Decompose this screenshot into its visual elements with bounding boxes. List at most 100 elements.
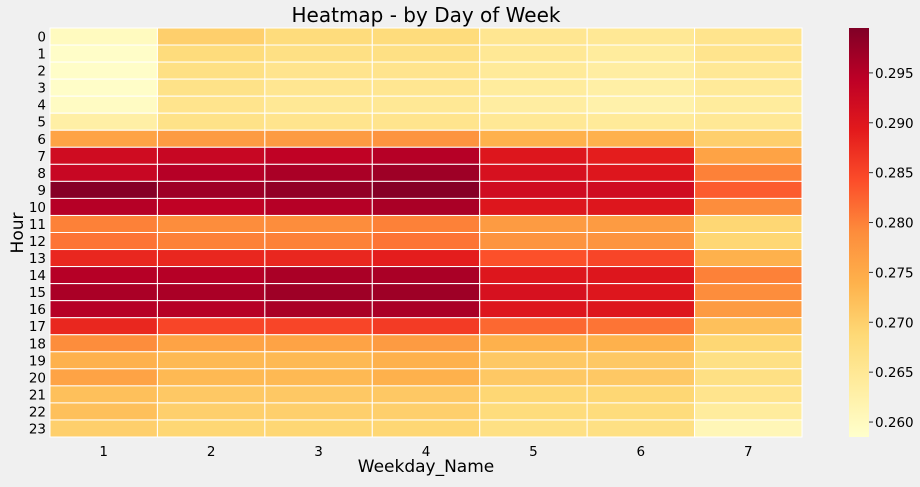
y-tick-label: 8 bbox=[37, 166, 46, 182]
heatmap-cell bbox=[479, 402, 588, 421]
y-tick-label: 4 bbox=[37, 98, 46, 114]
heatmap-cell bbox=[479, 266, 588, 285]
heatmap-cell bbox=[264, 61, 373, 80]
heatmap-cell bbox=[479, 78, 588, 97]
heatmap-cell bbox=[264, 334, 373, 353]
y-tick-label: 16 bbox=[29, 302, 46, 318]
y-tick-label: 11 bbox=[29, 217, 46, 233]
heatmap-cell bbox=[156, 214, 266, 233]
x-tick-label: 7 bbox=[744, 444, 753, 460]
heatmap-cell bbox=[479, 419, 588, 438]
heatmap-cell bbox=[479, 61, 588, 80]
heatmap-cell bbox=[694, 351, 803, 370]
x-tick-label: 6 bbox=[637, 444, 646, 460]
heatmap-cell bbox=[49, 334, 158, 353]
heatmap-cell bbox=[586, 112, 696, 131]
heatmap-cell bbox=[586, 197, 696, 216]
heatmap-cell bbox=[264, 44, 373, 63]
heatmap-cell bbox=[694, 385, 803, 404]
y-tick-label: 22 bbox=[29, 404, 46, 420]
heatmap-cell bbox=[371, 368, 481, 387]
heatmap-cell bbox=[479, 334, 588, 353]
heatmap-cell bbox=[694, 283, 803, 302]
heatmap-cell bbox=[49, 78, 158, 97]
heatmap-cell bbox=[371, 180, 481, 199]
heatmap-cell bbox=[694, 317, 803, 336]
heatmap-cell bbox=[694, 232, 803, 251]
heatmap-cell bbox=[264, 266, 373, 285]
heatmap-cell bbox=[479, 214, 588, 233]
heatmap-cell bbox=[49, 283, 158, 302]
heatmap-cell bbox=[479, 197, 588, 216]
heatmap-cell bbox=[586, 95, 696, 114]
heatmap-cells bbox=[49, 27, 803, 438]
x-tick-label: 1 bbox=[99, 444, 108, 460]
heatmap-cell bbox=[586, 351, 696, 370]
colorbar-tick-label: 0.260 bbox=[875, 415, 914, 431]
heatmap-cell bbox=[479, 27, 588, 46]
heatmap-cell bbox=[479, 163, 588, 182]
heatmap-cell bbox=[479, 146, 588, 165]
heatmap-cell bbox=[49, 249, 158, 268]
heatmap-cell bbox=[371, 266, 481, 285]
heatmap-cell bbox=[264, 78, 373, 97]
heatmap-cell bbox=[694, 129, 803, 148]
heatmap-cell bbox=[479, 351, 588, 370]
heatmap-cell bbox=[371, 334, 481, 353]
colorbar bbox=[849, 28, 869, 437]
y-tick-label: 15 bbox=[29, 285, 46, 301]
heatmap-cell bbox=[586, 283, 696, 302]
heatmap-cell bbox=[371, 95, 481, 114]
heatmap-cell bbox=[49, 44, 158, 63]
colorbar-tick-label: 0.290 bbox=[875, 116, 914, 132]
heatmap-cell bbox=[264, 180, 373, 199]
heatmap-cell bbox=[694, 197, 803, 216]
heatmap-cell bbox=[479, 180, 588, 199]
heatmap-cell bbox=[156, 402, 266, 421]
heatmap-cell bbox=[156, 351, 266, 370]
heatmap-cell bbox=[479, 249, 588, 268]
y-tick-label: 1 bbox=[37, 47, 46, 63]
heatmap-cell bbox=[49, 266, 158, 285]
heatmap-cell bbox=[586, 266, 696, 285]
heatmap-cell bbox=[264, 163, 373, 182]
x-tick-label: 5 bbox=[529, 444, 538, 460]
heatmap-cell bbox=[586, 180, 696, 199]
heatmap-cell bbox=[694, 249, 803, 268]
heatmap-cell bbox=[479, 368, 588, 387]
chart-title: Heatmap - by Day of Week bbox=[292, 3, 561, 27]
y-tick-label: 23 bbox=[29, 421, 46, 437]
heatmap-cell bbox=[586, 300, 696, 319]
heatmap-cell bbox=[156, 95, 266, 114]
heatmap-cell bbox=[371, 197, 481, 216]
y-tick-label: 17 bbox=[29, 319, 46, 335]
heatmap-cell bbox=[694, 78, 803, 97]
heatmap-cell bbox=[264, 232, 373, 251]
heatmap-cell bbox=[156, 44, 266, 63]
heatmap-cell bbox=[264, 95, 373, 114]
heatmap-cell bbox=[371, 27, 481, 46]
heatmap-cell bbox=[586, 44, 696, 63]
heatmap-cell bbox=[694, 368, 803, 387]
heatmap-cell bbox=[49, 197, 158, 216]
x-axis-ticks: 1 2 3 4 5 6 7 bbox=[99, 444, 752, 460]
heatmap-cell bbox=[586, 317, 696, 336]
y-tick-label: 9 bbox=[37, 183, 46, 199]
heatmap-cell bbox=[479, 317, 588, 336]
heatmap-cell bbox=[156, 385, 266, 404]
heatmap-cell bbox=[694, 163, 803, 182]
heatmap-cell bbox=[479, 283, 588, 302]
heatmap-cell bbox=[694, 27, 803, 46]
heatmap-cell bbox=[264, 385, 373, 404]
heatmap-cell bbox=[371, 300, 481, 319]
heatmap-cell bbox=[156, 112, 266, 131]
y-tick-label: 12 bbox=[29, 234, 46, 250]
y-tick-label: 18 bbox=[29, 336, 46, 352]
heatmap-cell bbox=[371, 146, 481, 165]
x-tick-label: 4 bbox=[422, 444, 431, 460]
heatmap-cell bbox=[694, 300, 803, 319]
heatmap-cell bbox=[371, 351, 481, 370]
heatmap-cell bbox=[586, 419, 696, 438]
